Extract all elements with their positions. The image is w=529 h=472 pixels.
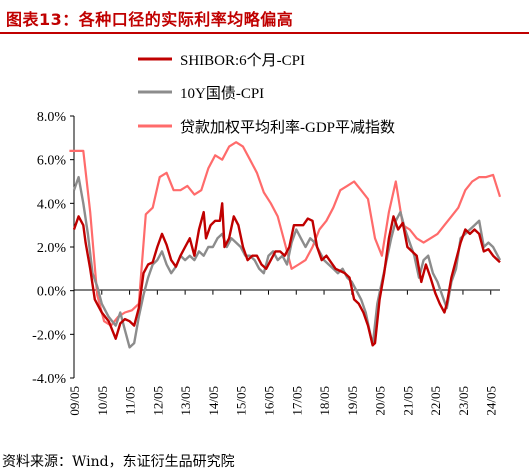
x-tick-label: 15/05 xyxy=(234,386,249,416)
x-tick-label: 17/05 xyxy=(289,386,304,416)
x-tick-label: 22/05 xyxy=(428,386,443,416)
x-tick-label: 11/05 xyxy=(123,386,138,415)
x-tick-label: 09/05 xyxy=(67,386,82,416)
series-layer xyxy=(69,141,502,349)
series-line-loan xyxy=(69,141,502,327)
y-axis: -4.0% -2.0% 0.0% 2.0% 4.0% 6.0% 8.0% xyxy=(32,110,75,387)
x-tick-label: 20/05 xyxy=(373,386,388,416)
series-line-treasury xyxy=(72,175,502,349)
series-line-shibor xyxy=(72,202,501,347)
y-tick-label: 8.0% xyxy=(37,110,67,125)
legend-item-treasury: 10Y国债-CPI xyxy=(138,85,264,102)
x-tick-label: 13/05 xyxy=(178,386,193,416)
x-tick-group: 09/05 10/05 11/05 12/05 13/05 14/05 15/05 16/05… xyxy=(67,290,499,416)
y-tick-label: 0.0% xyxy=(37,285,67,300)
legend: SHIBOR:6个月-CPI 10Y国债-CPI 贷款加权平均利率-GDP平减指… xyxy=(138,52,395,136)
x-tick-label: 18/05 xyxy=(317,386,332,416)
legend-item-shibor: SHIBOR:6个月-CPI xyxy=(138,52,305,69)
y-tick-label: 6.0% xyxy=(37,154,67,169)
x-tick-label: 21/05 xyxy=(400,386,415,416)
x-tick-label: 24/05 xyxy=(484,386,499,416)
legend-label-shibor: SHIBOR:6个月-CPI xyxy=(180,52,305,69)
legend-label-loan: 贷款加权平均利率-GDP平减指数 xyxy=(180,119,395,136)
line-chart: -4.0% -2.0% 0.0% 2.0% 4.0% 6.0% 8.0% 09/05 10/0… xyxy=(32,52,502,416)
title-underline xyxy=(0,32,529,34)
x-axis: 09/05 10/05 11/05 12/05 13/05 14/05 15/05 16/05… xyxy=(67,289,500,416)
chart-header: 图表13：各种口径的实际利率均略偏高 xyxy=(0,0,529,34)
y-tick-label: -2.0% xyxy=(32,328,66,343)
legend-item-loan: 贷款加权平均利率-GDP平减指数 xyxy=(138,119,395,136)
legend-label-treasury: 10Y国债-CPI xyxy=(180,85,264,102)
x-tick-label: 23/05 xyxy=(456,386,471,416)
y-tick-label: 2.0% xyxy=(37,241,67,256)
y-tick-label: 4.0% xyxy=(37,197,67,212)
source-note: 资料来源：Wind，东证衍生品研究院 xyxy=(2,454,235,470)
x-tick-label: 10/05 xyxy=(95,386,110,416)
chart-title: 图表13：各种口径的实际利率均略偏高 xyxy=(6,10,294,29)
x-tick-label: 12/05 xyxy=(150,386,165,416)
y-tick-group: -4.0% -2.0% 0.0% 2.0% 4.0% 6.0% 8.0% xyxy=(32,110,74,387)
y-tick-label: -4.0% xyxy=(32,372,66,387)
x-tick-label: 14/05 xyxy=(206,386,221,416)
x-tick-label: 16/05 xyxy=(261,386,276,416)
x-tick-label: 19/05 xyxy=(345,386,360,416)
